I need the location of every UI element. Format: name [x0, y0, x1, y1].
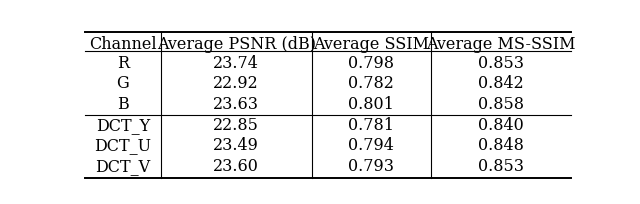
Text: 22.85: 22.85	[213, 117, 259, 134]
Text: B: B	[117, 96, 129, 113]
Text: 22.92: 22.92	[213, 75, 259, 92]
Text: Average SSIM: Average SSIM	[313, 36, 429, 53]
Text: R: R	[116, 55, 129, 72]
Text: G: G	[116, 75, 129, 92]
Text: Average MS-SSIM: Average MS-SSIM	[426, 36, 575, 53]
Text: 0.794: 0.794	[348, 137, 394, 154]
Text: 0.853: 0.853	[478, 55, 524, 72]
Text: 23.49: 23.49	[213, 137, 259, 154]
Text: 23.74: 23.74	[213, 55, 259, 72]
Text: 0.793: 0.793	[348, 158, 394, 175]
Text: Average PSNR (dB): Average PSNR (dB)	[157, 36, 316, 53]
Text: 23.63: 23.63	[213, 96, 259, 113]
Text: 0.801: 0.801	[348, 96, 394, 113]
Text: 0.858: 0.858	[478, 96, 524, 113]
Text: 23.60: 23.60	[213, 158, 259, 175]
Text: 0.842: 0.842	[478, 75, 524, 92]
Text: Channel: Channel	[89, 36, 157, 53]
Text: 0.848: 0.848	[478, 137, 524, 154]
Text: 0.840: 0.840	[478, 117, 524, 134]
Text: 0.782: 0.782	[348, 75, 394, 92]
Text: DCT_U: DCT_U	[94, 137, 151, 154]
Text: 0.781: 0.781	[348, 117, 394, 134]
Text: DCT_Y: DCT_Y	[95, 117, 150, 134]
Text: 0.798: 0.798	[348, 55, 394, 72]
Text: 0.853: 0.853	[478, 158, 524, 175]
Text: DCT_V: DCT_V	[95, 158, 150, 175]
